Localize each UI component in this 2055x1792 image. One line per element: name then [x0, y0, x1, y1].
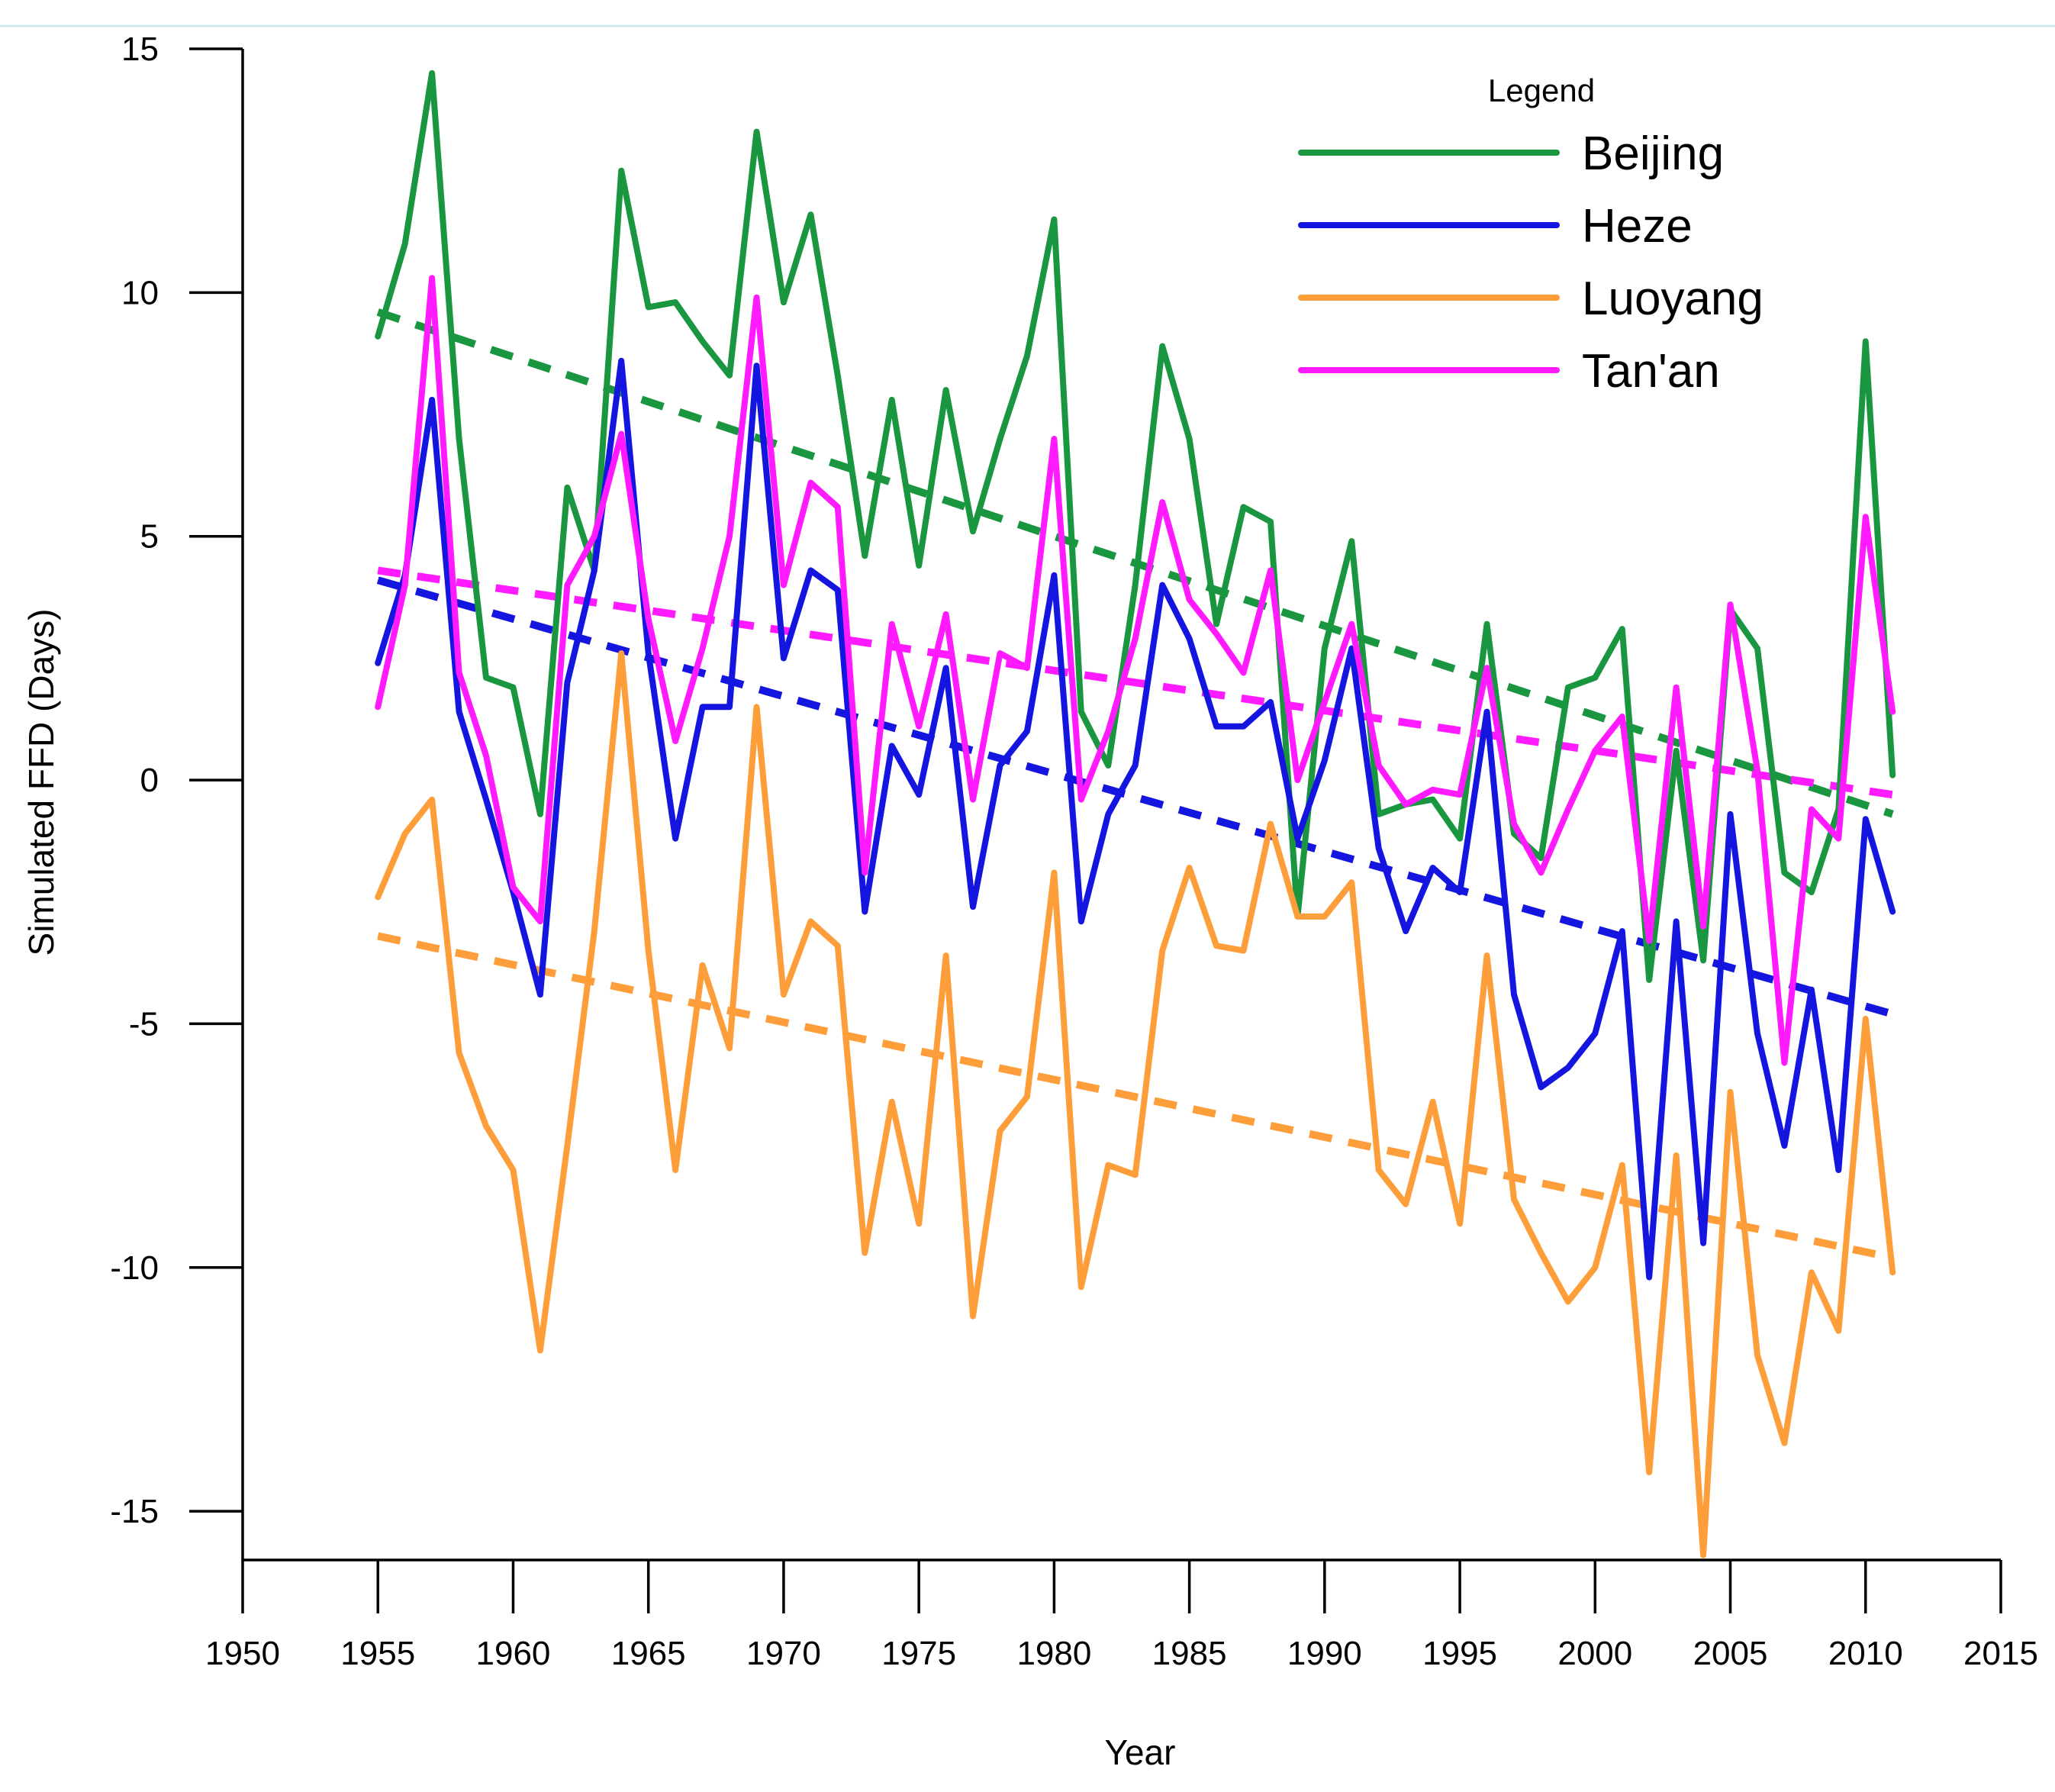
series-lines [375, 69, 1896, 1558]
x-tick-label: 1970 [746, 1635, 821, 1672]
x-axis-title: Year [1105, 1732, 1176, 1772]
y-tick-label: -15 [110, 1493, 159, 1530]
series-line-luoyang [375, 650, 1896, 1558]
x-tick-label: 1960 [476, 1635, 551, 1672]
y-tick-label: -5 [129, 1005, 159, 1043]
y-tick-label: -10 [110, 1249, 159, 1287]
y-axis-title: Simulated FFD (Days) [21, 609, 61, 956]
x-tick-label: 1975 [881, 1635, 956, 1672]
trendline-tan-an-trend [377, 566, 1893, 799]
axes [241, 49, 2001, 1562]
y-ticks: 15 10 5 0 -5 -10 -15 [110, 31, 243, 1530]
x-ticks: 1950 1955 1960 1965 1970 1975 1980 1985 1990 1995… [205, 1560, 2038, 1672]
y-tick-label: 10 [121, 274, 159, 311]
legend-label-beijing: Beijing [1582, 127, 1724, 180]
x-tick-label: 1980 [1016, 1635, 1091, 1672]
legend-label-tan-an: Tan'an [1582, 345, 1720, 398]
y-tick-label: 0 [140, 762, 159, 799]
x-tick-label: 1990 [1287, 1635, 1362, 1672]
x-tick-label: 2005 [1693, 1635, 1768, 1672]
legend: Legend Beijing Heze Luoyang Tan'an [1298, 73, 1763, 398]
trendline-heze-trend [376, 576, 1894, 1018]
x-tick-label: 1965 [611, 1635, 686, 1672]
y-tick-label: 15 [121, 31, 159, 68]
x-tick-label: 1995 [1422, 1635, 1497, 1672]
trendline-luoyang-trend [377, 932, 1894, 1262]
x-tick-label: 2015 [1963, 1635, 2038, 1672]
x-tick-label: 2010 [1828, 1635, 1903, 1672]
x-tick-label: 1985 [1152, 1635, 1227, 1672]
legend-title: Legend [1488, 73, 1595, 108]
x-tick-label: 2000 [1557, 1635, 1632, 1672]
y-tick-label: 5 [140, 518, 159, 556]
x-tick-label: 1955 [340, 1635, 415, 1672]
series-line-tan-an [375, 275, 1896, 1066]
legend-label-heze: Heze [1582, 200, 1693, 253]
series-line-heze [375, 357, 1896, 1281]
legend-label-luoyang: Luoyang [1582, 272, 1763, 325]
x-tick-label: 1950 [205, 1635, 280, 1672]
